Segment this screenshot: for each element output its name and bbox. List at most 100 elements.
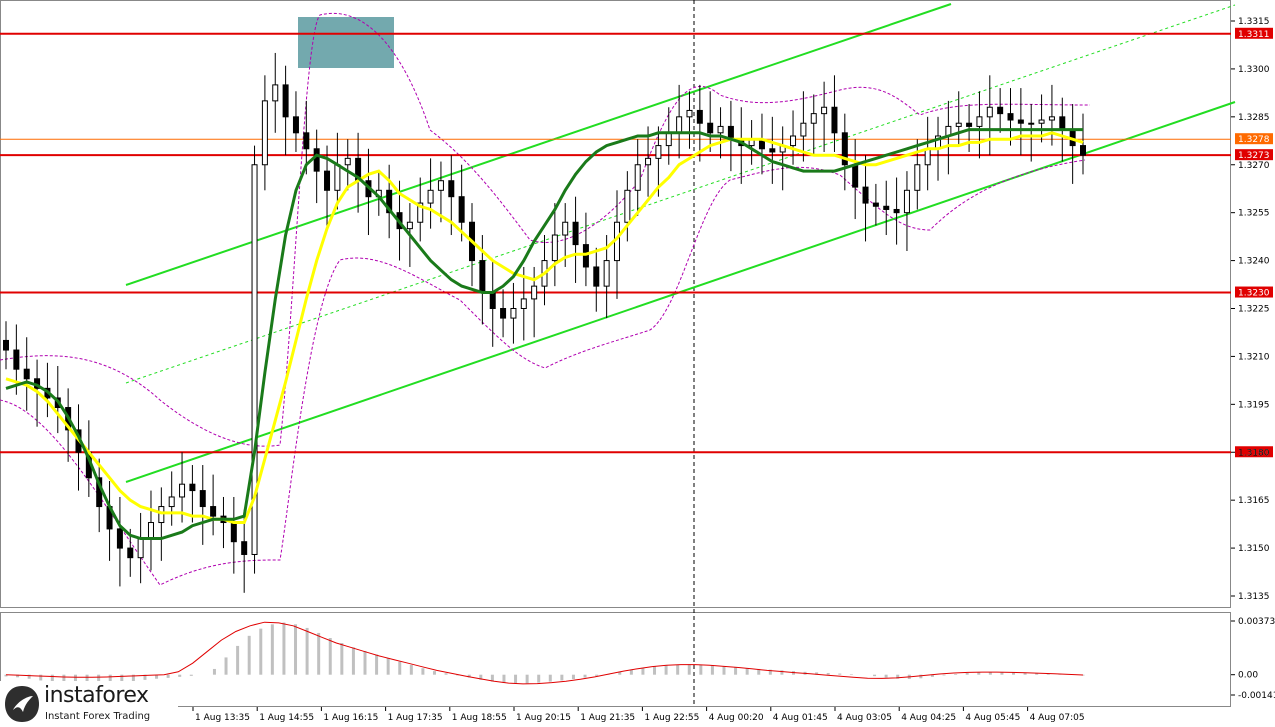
candle-body bbox=[634, 164, 641, 191]
candle-body bbox=[831, 106, 838, 134]
candle-body bbox=[189, 483, 196, 492]
macd-oscillator: 0.00373 0.00 -0.00141 bbox=[4, 617, 1275, 701]
candle-body bbox=[986, 106, 993, 118]
axis-strip bbox=[1231, 0, 1275, 727]
instaforex-logo: instaforex Instant Forex Trading bbox=[0, 681, 178, 727]
candle-body bbox=[1017, 119, 1024, 124]
candle-body bbox=[199, 490, 206, 508]
candle-body bbox=[810, 113, 817, 124]
level-price-box bbox=[1235, 133, 1273, 145]
candle-body bbox=[790, 135, 797, 147]
candle-body bbox=[417, 202, 424, 223]
candle-body bbox=[1048, 116, 1055, 121]
candle-body bbox=[168, 496, 175, 508]
level-price-label: 1.3311 bbox=[1238, 30, 1270, 40]
level-price-label: 1.3278 bbox=[1238, 135, 1270, 145]
candle-body bbox=[562, 221, 569, 236]
time-tick-label: 4 Aug 05:45 bbox=[965, 713, 1020, 723]
candle-body bbox=[551, 234, 558, 262]
channel-upper-line bbox=[125, 3, 952, 286]
candle-body bbox=[334, 164, 341, 191]
candle-body bbox=[696, 109, 703, 124]
candle-body bbox=[624, 189, 631, 223]
candle-body bbox=[1059, 116, 1066, 131]
candle-body bbox=[603, 260, 610, 287]
candle-body bbox=[645, 157, 652, 166]
time-tick-label: 1 Aug 18:55 bbox=[452, 713, 507, 723]
candle-body bbox=[707, 122, 714, 134]
candle-body bbox=[158, 506, 165, 524]
candle-body bbox=[800, 122, 807, 137]
oscillator-frame bbox=[0, 612, 1231, 707]
candle-body bbox=[955, 122, 962, 127]
candle-body bbox=[1080, 145, 1086, 156]
candle-body bbox=[893, 208, 900, 214]
price-tick-label: 1.3225 bbox=[1238, 305, 1270, 315]
candle-body bbox=[862, 186, 869, 204]
candle-body bbox=[210, 506, 217, 517]
candle-body bbox=[924, 148, 931, 166]
time-axis: 1 Aug 13:35 1 Aug 14:55 1 Aug 16:15 1 Aug 1… bbox=[192, 707, 1085, 723]
candle-body bbox=[593, 266, 600, 287]
candle-body bbox=[406, 221, 413, 230]
time-tick-label: 1 Aug 16:15 bbox=[323, 713, 378, 723]
price-tick-label: 1.3300 bbox=[1238, 65, 1270, 75]
candle-body bbox=[386, 189, 393, 214]
candle-body bbox=[282, 84, 289, 118]
candle-body bbox=[489, 292, 496, 309]
price-tick-label: 1.3180 bbox=[1238, 448, 1270, 458]
logo-tagline: Instant Forex Trading bbox=[45, 711, 151, 722]
price-tick-label: 1.3240 bbox=[1238, 257, 1270, 267]
price-tick-label: 1.3195 bbox=[1238, 400, 1270, 410]
price-tick-label: 1.3255 bbox=[1238, 209, 1270, 219]
level-price-label: 1.3273 bbox=[1238, 151, 1270, 161]
level-price-label: 1.3230 bbox=[1238, 289, 1270, 299]
candle-body bbox=[769, 148, 776, 153]
candle-body bbox=[976, 116, 983, 127]
candle-body bbox=[3, 339, 9, 351]
price-tick-label: 1.3210 bbox=[1238, 352, 1270, 362]
candle-body bbox=[137, 538, 144, 559]
candle-body bbox=[572, 221, 579, 246]
candle-body bbox=[261, 100, 268, 166]
candle-body bbox=[437, 180, 444, 191]
candle-body bbox=[292, 116, 299, 134]
candle-body bbox=[883, 205, 890, 210]
candle-body bbox=[676, 116, 683, 134]
candle-body bbox=[1007, 113, 1014, 121]
moving-average-yellow bbox=[5, 131, 1084, 524]
candle-body bbox=[230, 522, 237, 543]
price-tick-label: 1.3270 bbox=[1238, 161, 1270, 171]
candle-body bbox=[179, 483, 186, 498]
candle-body bbox=[23, 368, 30, 380]
candle-body bbox=[147, 522, 154, 539]
time-tick-label: 4 Aug 03:05 bbox=[837, 713, 892, 723]
candle-body bbox=[872, 202, 879, 207]
time-tick-label: 1 Aug 21:35 bbox=[580, 713, 635, 723]
candle-body bbox=[241, 541, 248, 555]
candle-body bbox=[127, 547, 134, 559]
level-price-label: 1.3180 bbox=[1238, 448, 1270, 458]
candle-body bbox=[427, 189, 434, 204]
candle-body bbox=[303, 132, 310, 150]
candle-body bbox=[344, 157, 351, 166]
candle-body bbox=[841, 132, 848, 166]
price-axis: 1.3315 1.3300 1.3285 1.3270 1.3255 1.3240 1.32… bbox=[1231, 17, 1270, 602]
instaforex-logo-mark-icon bbox=[5, 686, 39, 722]
candle-body bbox=[717, 125, 724, 134]
time-tick-label: 1 Aug 22:55 bbox=[644, 713, 699, 723]
level-lines: 1.3311 1.3278 1.3273 1.3230 1.3180 bbox=[0, 27, 1273, 458]
candle-body bbox=[272, 84, 279, 102]
main-plot-frame bbox=[0, 0, 1231, 608]
candle-body bbox=[458, 196, 465, 223]
oscillator-tick-label: 0.00 bbox=[1238, 671, 1258, 681]
candle-body bbox=[448, 180, 455, 198]
level-price-box bbox=[1235, 149, 1273, 161]
level-price-box bbox=[1235, 286, 1273, 298]
candle-body bbox=[852, 164, 859, 188]
candle-body bbox=[324, 170, 331, 191]
moving-averages bbox=[5, 128, 1084, 540]
time-tick-label: 1 Aug 17:35 bbox=[388, 713, 443, 723]
candle-body bbox=[13, 349, 20, 370]
